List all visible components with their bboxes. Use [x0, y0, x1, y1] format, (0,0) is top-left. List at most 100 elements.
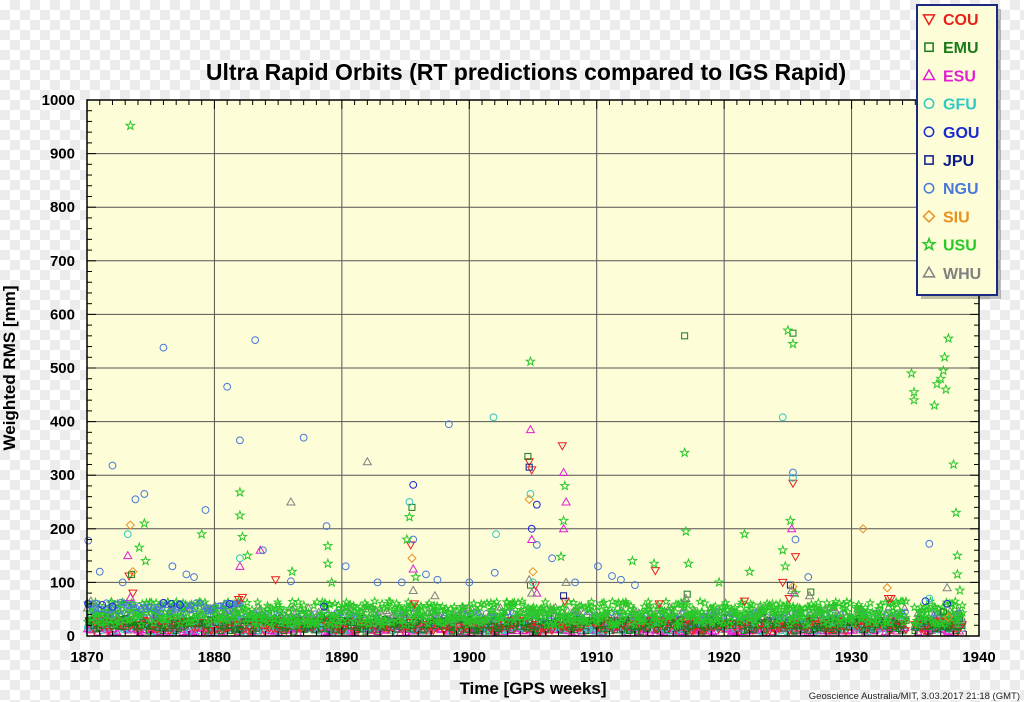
band-point	[818, 617, 829, 627]
band-point	[198, 621, 205, 628]
band-point	[645, 619, 656, 630]
band-point	[115, 617, 126, 627]
band-point	[298, 599, 309, 610]
data-point	[138, 517, 150, 529]
band-point	[791, 615, 802, 625]
data-point	[908, 386, 920, 397]
band-point	[396, 614, 407, 625]
y-tick-label: 700	[50, 253, 75, 270]
band-point	[289, 602, 300, 613]
x-tick-label: 1910	[580, 649, 613, 666]
data-point	[320, 602, 328, 611]
band-point	[390, 607, 401, 617]
data-point	[782, 324, 794, 336]
band-point	[135, 610, 146, 620]
band-point	[881, 617, 892, 627]
band-point	[508, 626, 515, 634]
band-point	[600, 626, 607, 633]
band-point	[901, 612, 911, 622]
band-point	[165, 628, 174, 636]
band-point	[574, 619, 585, 630]
series-gou	[84, 480, 952, 611]
data-point	[559, 480, 571, 491]
band-point	[806, 627, 813, 634]
band-point	[592, 617, 603, 627]
band-point	[868, 609, 878, 619]
band-point	[627, 609, 638, 620]
band-point	[928, 617, 939, 628]
band-point	[172, 605, 180, 613]
band-point	[218, 610, 229, 621]
band-point	[825, 613, 836, 623]
band-point	[251, 619, 262, 630]
band-point	[865, 597, 876, 608]
band-point	[743, 626, 751, 633]
data-point	[131, 495, 140, 504]
band-point	[516, 616, 527, 626]
band-point	[291, 611, 302, 622]
band-point	[557, 627, 564, 634]
band-point	[190, 616, 201, 626]
series-whu	[85, 456, 953, 605]
band-point	[651, 617, 662, 628]
band-point	[166, 608, 174, 616]
chart-title: Ultra Rapid Orbits (RT predictions compa…	[206, 59, 846, 85]
band-point	[572, 627, 579, 634]
band-point	[959, 622, 966, 629]
data-point	[779, 560, 791, 572]
data-point	[524, 452, 532, 460]
band-point	[665, 627, 673, 635]
legend-label: GOU	[943, 125, 979, 142]
band-point	[957, 600, 968, 610]
data-point	[943, 612, 954, 622]
band-point	[113, 628, 122, 636]
data-point	[84, 536, 93, 545]
band-point	[810, 611, 821, 621]
data-point	[118, 578, 127, 587]
legend-label: SIU	[943, 209, 970, 226]
band-point	[394, 611, 405, 622]
band-point	[458, 601, 468, 612]
band-point	[482, 614, 493, 625]
data-point	[557, 442, 568, 451]
band-point	[157, 608, 165, 615]
band-point	[785, 619, 795, 629]
band-point	[925, 596, 936, 606]
band-point	[371, 611, 382, 622]
data-point	[954, 584, 966, 596]
data-point	[784, 514, 796, 526]
band-point	[369, 596, 380, 606]
band-point	[368, 608, 379, 618]
band-point	[798, 613, 809, 623]
data-point	[140, 555, 152, 566]
data-point	[236, 554, 244, 563]
band-point	[737, 622, 746, 631]
data-point	[98, 601, 107, 609]
band-point	[683, 628, 690, 635]
data-point	[526, 581, 534, 589]
x-axis-label: Time [GPS weeks]	[459, 679, 606, 698]
band-point	[894, 621, 901, 628]
band-point	[627, 617, 637, 625]
data-point	[322, 522, 331, 531]
data-point	[362, 456, 373, 466]
band-point	[335, 609, 345, 620]
data-point	[571, 578, 579, 587]
data-point	[789, 473, 797, 482]
band-point	[599, 597, 609, 607]
data-point	[524, 574, 535, 584]
band-point	[688, 622, 695, 629]
band-point	[779, 606, 790, 617]
band-point	[579, 614, 590, 624]
legend-marker	[923, 182, 935, 194]
data-point	[236, 530, 249, 542]
legend-label: USU	[943, 238, 977, 255]
legend-item-whu: WHU	[922, 265, 981, 283]
band-point	[394, 602, 405, 612]
data-point	[680, 525, 692, 537]
band-point	[582, 628, 589, 635]
series-siu	[125, 494, 954, 622]
legend-label: EMU	[943, 40, 979, 57]
data-point	[713, 576, 725, 588]
band-point	[740, 627, 747, 635]
